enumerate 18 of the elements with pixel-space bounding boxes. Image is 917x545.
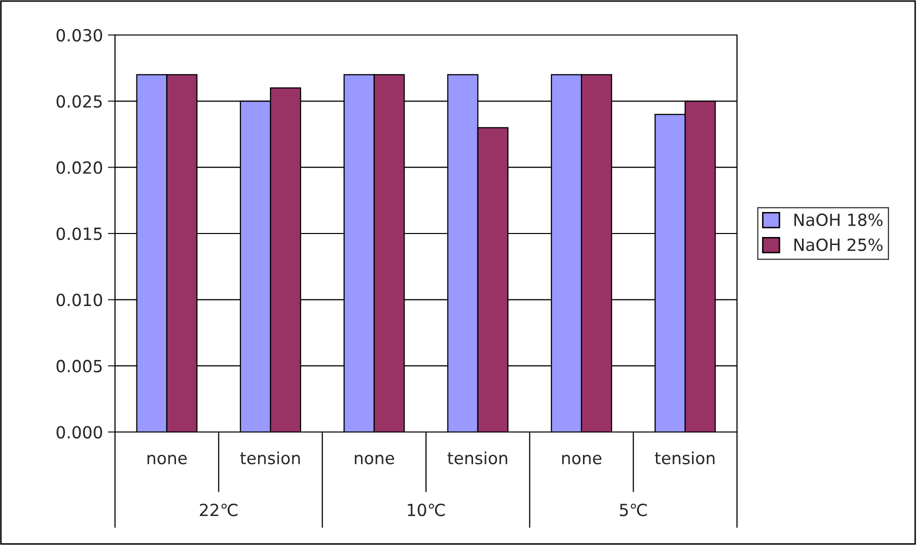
text: 5℃: [620, 504, 647, 516]
y-tick-label: 0.025: [56, 95, 102, 108]
y-tick-label: 0.010: [56, 294, 102, 306]
x-tick-label: tension: [448, 451, 508, 464]
y-tick-label: 0.030: [56, 28, 102, 42]
x-tick-label: tension: [654, 451, 714, 464]
y-tick-label: 0.000: [56, 426, 102, 439]
x-tick-label: none: [562, 454, 602, 464]
x-tick-label: none: [354, 454, 394, 464]
text: 22℃: [200, 504, 238, 516]
y-tick-label: 0.015: [56, 227, 102, 240]
y-tick-label: 0.020: [56, 161, 102, 174]
legend-label: NaOH 18%: [794, 213, 883, 226]
y-tick-label: 0.005: [56, 360, 102, 372]
x-tick-label: none: [148, 454, 187, 464]
x-tick-label: tension: [240, 451, 300, 464]
legend-label: NaOH 25%: [794, 238, 883, 252]
text: 10℃: [408, 504, 445, 516]
